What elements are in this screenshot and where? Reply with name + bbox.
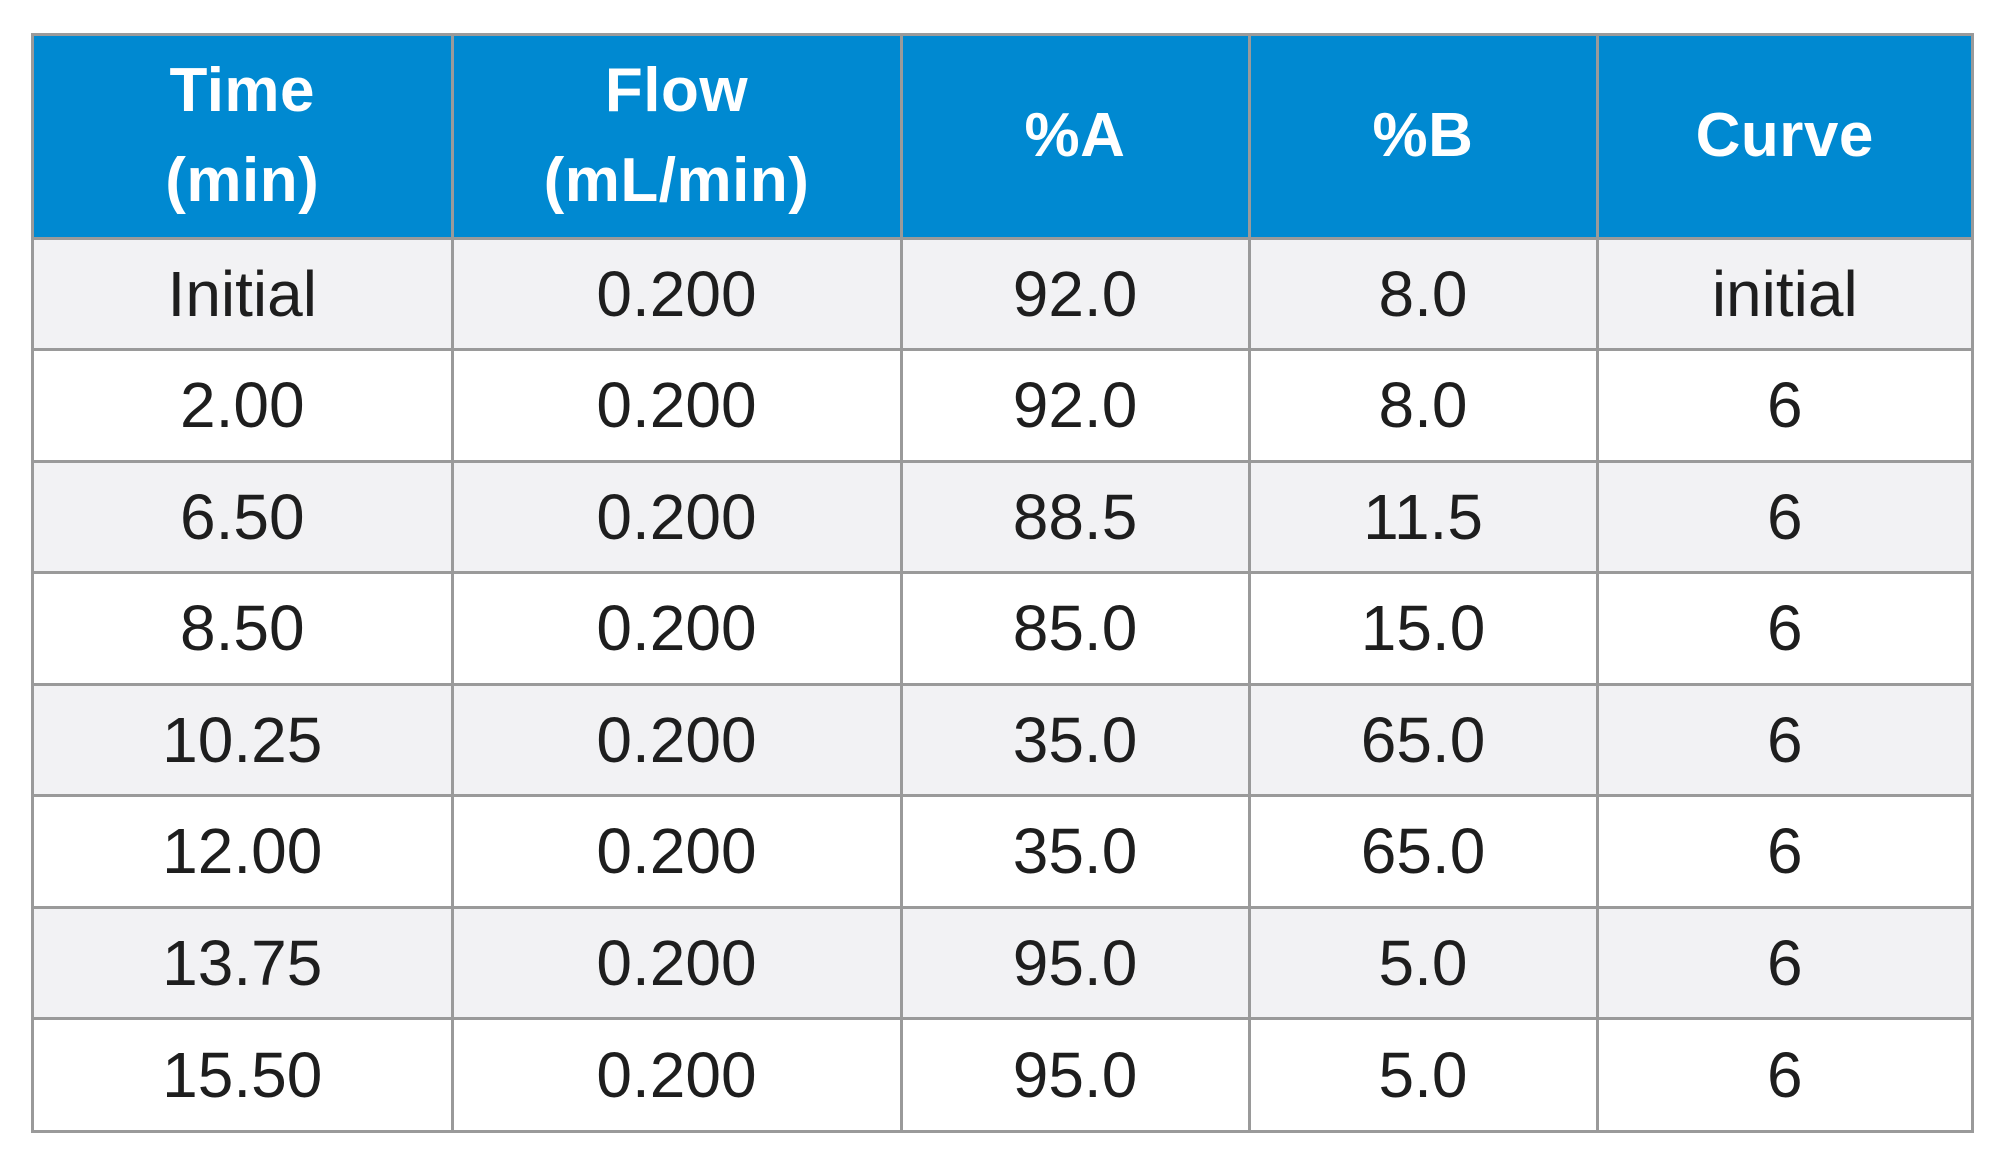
cell-percent-b: 5.0	[1247, 905, 1599, 1020]
table-row: 10.25 0.200 35.0 65.0 6	[34, 682, 1971, 797]
cell-percent-b: 11.5	[1247, 459, 1599, 574]
table-row: 6.50 0.200 88.5 11.5 6	[34, 459, 1971, 574]
cell-percent-b: 65.0	[1247, 682, 1599, 797]
table-row: 2.00 0.200 92.0 8.0 6	[34, 348, 1971, 463]
cell-percent-a: 92.0	[899, 236, 1251, 351]
cell-percent-a: 35.0	[899, 794, 1251, 909]
cell-time: 12.00	[34, 794, 454, 909]
cell-curve: initial	[1595, 236, 1971, 351]
cell-curve: 6	[1595, 459, 1971, 574]
cell-percent-b: 65.0	[1247, 794, 1599, 909]
cell-flow: 0.200	[450, 571, 903, 686]
cell-curve: 6	[1595, 571, 1971, 686]
cell-flow: 0.200	[450, 348, 903, 463]
cell-curve: 6	[1595, 794, 1971, 909]
cell-percent-a: 95.0	[899, 1017, 1251, 1130]
cell-percent-a: 95.0	[899, 905, 1251, 1020]
header-percent-a: %A	[899, 36, 1251, 240]
table-row: Initial 0.200 92.0 8.0 initial	[34, 236, 1971, 351]
table-row: 8.50 0.200 85.0 15.0 6	[34, 571, 1971, 686]
header-curve-label: Curve	[1695, 101, 1874, 171]
cell-percent-b: 5.0	[1247, 1017, 1599, 1130]
cell-flow: 0.200	[450, 794, 903, 909]
header-time-label: Time	[169, 56, 316, 126]
cell-time: Initial	[34, 236, 454, 351]
cell-time: 6.50	[34, 459, 454, 574]
cell-curve: 6	[1595, 905, 1971, 1020]
gradient-table: Time (min) Flow (mL/min) %A %B Curve	[31, 33, 1974, 1133]
cell-curve: 6	[1595, 1017, 1971, 1130]
cell-percent-b: 8.0	[1247, 348, 1599, 463]
cell-percent-a: 85.0	[899, 571, 1251, 686]
header-time-unit: (min)	[165, 146, 320, 216]
table-row: 13.75 0.200 95.0 5.0 6	[34, 905, 1971, 1020]
cell-flow: 0.200	[450, 459, 903, 574]
gradient-table-grid: Time (min) Flow (mL/min) %A %B Curve	[34, 36, 1971, 1130]
cell-percent-a: 35.0	[899, 682, 1251, 797]
cell-curve: 6	[1595, 348, 1971, 463]
cell-curve: 6	[1595, 682, 1971, 797]
header-time: Time (min)	[34, 36, 454, 240]
cell-time: 8.50	[34, 571, 454, 686]
cell-flow: 0.200	[450, 905, 903, 1020]
header-percent-b-label: %B	[1372, 101, 1474, 171]
table-row: 12.00 0.200 35.0 65.0 6	[34, 794, 1971, 909]
cell-percent-b: 8.0	[1247, 236, 1599, 351]
table-header-row: Time (min) Flow (mL/min) %A %B Curve	[34, 36, 1971, 240]
cell-flow: 0.200	[450, 1017, 903, 1130]
header-flow: Flow (mL/min)	[450, 36, 903, 240]
header-percent-b: %B	[1247, 36, 1599, 240]
cell-time: 13.75	[34, 905, 454, 1020]
cell-time: 2.00	[34, 348, 454, 463]
header-flow-label: Flow	[604, 56, 749, 126]
cell-flow: 0.200	[450, 682, 903, 797]
cell-time: 15.50	[34, 1017, 454, 1130]
header-curve: Curve	[1595, 36, 1971, 240]
cell-flow: 0.200	[450, 236, 903, 351]
header-flow-unit: (mL/min)	[543, 146, 810, 216]
cell-percent-b: 15.0	[1247, 571, 1599, 686]
cell-percent-a: 88.5	[899, 459, 1251, 574]
table-row: 15.50 0.200 95.0 5.0 6	[34, 1017, 1971, 1130]
cell-time: 10.25	[34, 682, 454, 797]
header-percent-a-label: %A	[1024, 101, 1126, 171]
cell-percent-a: 92.0	[899, 348, 1251, 463]
